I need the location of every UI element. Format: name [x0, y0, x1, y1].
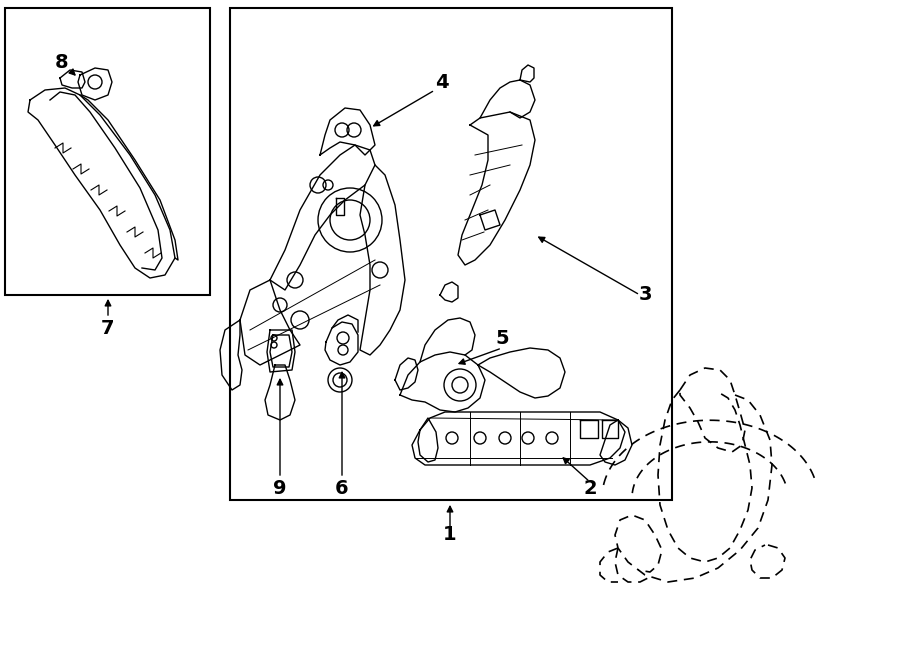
Text: 2: 2: [583, 479, 597, 498]
Text: 5: 5: [495, 329, 508, 348]
Text: 4: 4: [435, 73, 448, 91]
Text: 8: 8: [55, 52, 68, 71]
Text: 6: 6: [335, 479, 349, 498]
Text: 9: 9: [274, 479, 287, 498]
Bar: [230, 8, 672, 500]
Text: 1: 1: [443, 525, 457, 545]
Text: 3: 3: [638, 286, 652, 305]
Bar: [5, 8, 210, 295]
Text: 7: 7: [101, 319, 115, 338]
